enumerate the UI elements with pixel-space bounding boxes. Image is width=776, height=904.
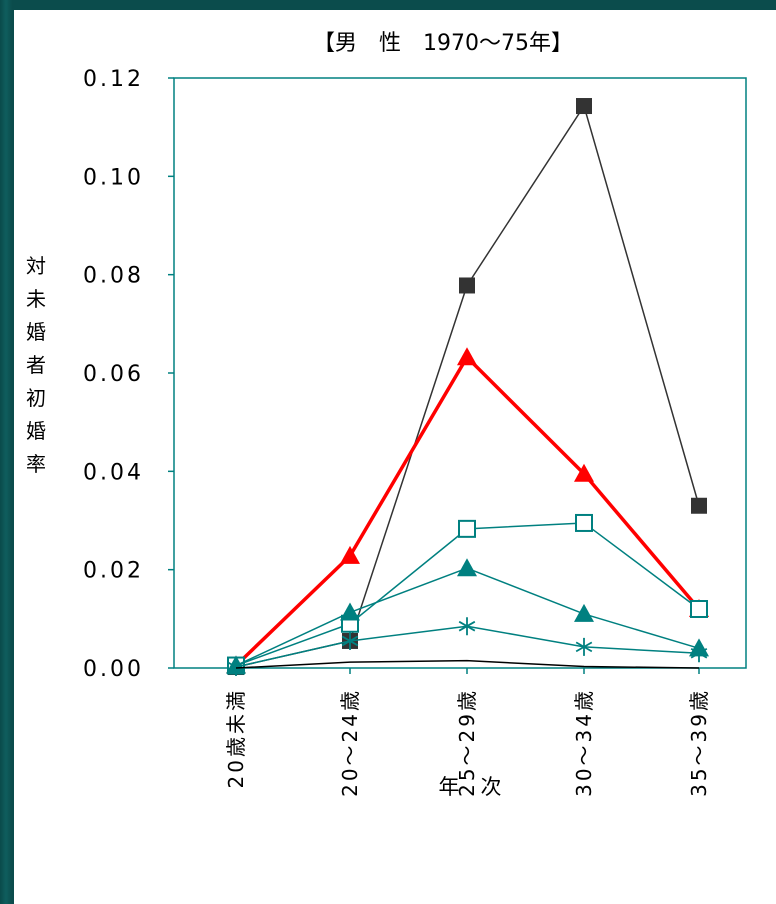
y-tick-label: 0.10 xyxy=(83,165,144,190)
data-point-marker xyxy=(575,513,593,532)
data-point-marker xyxy=(574,463,594,482)
data-point-marker xyxy=(691,497,707,514)
chart-title: 【男 性 1970～75年】 xyxy=(313,31,573,56)
y-axis-label-char: 率 xyxy=(26,452,46,476)
series-5 xyxy=(227,617,708,677)
data-point-marker xyxy=(457,558,477,577)
data-point-marker xyxy=(690,600,708,618)
data-point-marker xyxy=(457,347,477,366)
data-point-marker xyxy=(576,98,592,115)
data-point-marker xyxy=(690,644,708,663)
y-axis-label-char: 初 xyxy=(26,386,46,410)
y-axis-label-char: 婚 xyxy=(26,320,46,344)
y-axis-label-char: 者 xyxy=(26,353,46,377)
y-axis-label-char: 対 xyxy=(26,254,46,278)
x-tick-label: 25～29歳 xyxy=(455,688,479,797)
data-point-marker xyxy=(458,519,476,538)
series-1 xyxy=(228,98,707,676)
y-tick-label: 0.00 xyxy=(83,657,144,682)
data-point-marker xyxy=(340,602,360,621)
y-tick-label: 0.04 xyxy=(83,460,144,485)
x-tick-label: 20～24歳 xyxy=(338,688,362,797)
series-6 xyxy=(235,659,700,669)
data-point-marker xyxy=(575,637,593,656)
data-point-marker xyxy=(341,631,359,650)
line-chart: 【男 性 1970～75年】 0.000.020.040.060.080.100… xyxy=(26,31,747,799)
data-point-marker xyxy=(458,617,476,636)
y-tick-label: 0.12 xyxy=(83,67,144,92)
y-axis-label-text: 対未婚者初婚率 xyxy=(26,254,46,476)
data-point-marker xyxy=(227,658,245,677)
y-axis-ticks: 0.00 0.02 0.04 0.06 0.08 0.10 0.12 xyxy=(83,67,174,682)
x-tick-label: 30～34歳 xyxy=(572,688,596,797)
y-axis-label-char: 婚 xyxy=(26,419,46,443)
y-tick-label: 0.02 xyxy=(83,559,144,584)
data-point-marker xyxy=(459,277,475,294)
series-line xyxy=(235,105,700,668)
x-tick-label: 20歳未満 xyxy=(224,688,248,788)
x-tick-label: 35～39歳 xyxy=(687,688,711,797)
chart-frame: 【男 性 1970～75年】 0.00 0.02 0.04 0.06 0.08 0.10 0… xyxy=(14,10,776,904)
data-point-marker xyxy=(340,545,360,564)
x-axis-ticks: 20歳未満 20～24歳 25～29歳 30～34歳 35～39歳 xyxy=(224,668,711,797)
y-axis-label: 対未婚者初婚率 xyxy=(26,254,46,476)
y-tick-label: 0.08 xyxy=(83,264,144,289)
series-line xyxy=(235,522,700,667)
x-axis-label: 年 次 xyxy=(439,775,502,799)
series-layer xyxy=(226,98,709,677)
data-point-marker xyxy=(574,603,594,622)
series-4 xyxy=(226,558,709,674)
y-axis-label-char: 未 xyxy=(26,287,46,311)
y-tick-label: 0.06 xyxy=(83,362,144,387)
series-line xyxy=(235,659,700,669)
